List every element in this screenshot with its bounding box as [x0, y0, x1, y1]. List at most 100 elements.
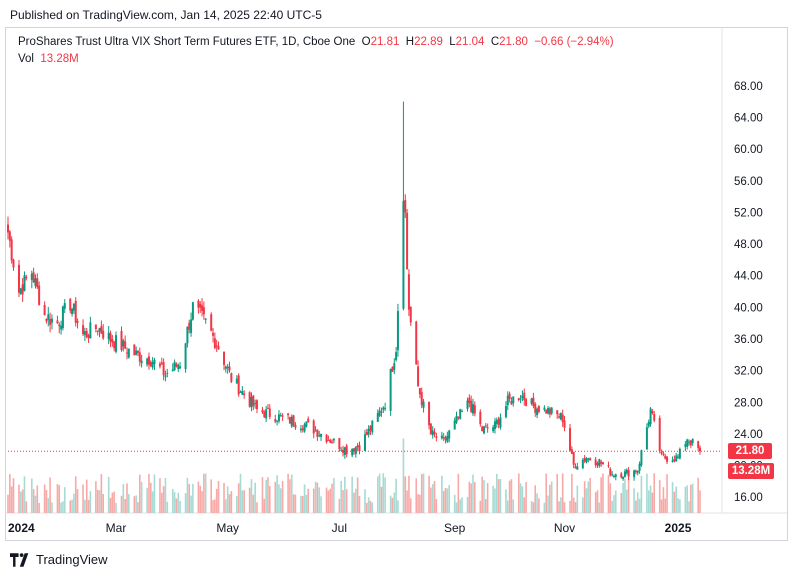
volume-bar: [611, 501, 613, 513]
y-tick-label: 32.00: [734, 366, 763, 378]
volume-bar: [431, 484, 434, 513]
volume-bar: [627, 478, 630, 513]
volume-bar: [345, 489, 348, 513]
volume-bar: [406, 490, 408, 513]
candle-body: [288, 417, 291, 424]
volume-bar: [409, 498, 412, 513]
volume-bar: [95, 481, 97, 513]
volume-bar: [483, 479, 485, 513]
candle-body: [177, 365, 180, 369]
volume-bar: [512, 499, 515, 513]
volume-bar: [228, 494, 231, 513]
candle-body: [466, 400, 469, 409]
candle-body: [563, 420, 566, 428]
close-label: C: [490, 36, 500, 48]
footer-brand[interactable]: TradingView: [10, 552, 108, 567]
candle-body: [342, 449, 345, 453]
volume-bar: [325, 487, 328, 513]
volume-bar: [583, 481, 586, 513]
volume-bar: [600, 477, 602, 513]
volume-bar: [166, 501, 169, 513]
candle-body: [173, 361, 176, 371]
x-tick-label: 2025: [665, 521, 692, 535]
volume-bar: [307, 488, 310, 513]
volume-bar: [23, 476, 26, 513]
candle-body: [17, 264, 20, 293]
candle-body: [71, 308, 74, 315]
candle-body: [329, 439, 332, 443]
volume-label: Vol: [18, 53, 34, 65]
volume-value: 13.28M: [40, 53, 79, 65]
volume-bar: [56, 484, 59, 513]
y-tick-label: 68.00: [734, 81, 763, 93]
volume-bar: [312, 488, 315, 513]
candle-body: [94, 324, 97, 330]
x-tick-label: Sep: [444, 521, 466, 535]
volume-bar: [494, 488, 496, 513]
candle-body: [217, 346, 220, 350]
candle-body: [506, 395, 509, 406]
candle-body: [332, 438, 335, 441]
volume-bar: [279, 488, 282, 513]
candle-body: [678, 448, 681, 459]
candle-body: [268, 408, 271, 418]
candle-body: [191, 302, 194, 320]
volume-bar: [684, 486, 687, 513]
volume-bar: [622, 483, 624, 513]
volume-bar: [486, 483, 489, 513]
volume-bar: [625, 489, 628, 513]
volume-bar: [214, 499, 216, 513]
y-tick-label: 52.00: [734, 207, 763, 219]
candle-body: [453, 420, 456, 430]
volume-bar: [62, 501, 64, 513]
candle-body: [166, 373, 169, 375]
candle-body: [645, 427, 648, 450]
volume-bar: [582, 497, 584, 513]
candle-body: [525, 399, 528, 406]
candle-body: [56, 320, 59, 324]
volume-bar: [89, 491, 92, 513]
volume-bar: [474, 482, 476, 513]
candle-body: [574, 466, 577, 469]
candle-body: [396, 311, 399, 351]
candle-body: [135, 350, 138, 355]
candle-body: [354, 447, 357, 455]
volume-bar: [210, 479, 213, 513]
volume-bar: [353, 492, 355, 513]
volume-bar: [124, 498, 126, 513]
candle-body: [556, 410, 559, 415]
volume-bar: [186, 477, 189, 513]
volume-bar: [446, 488, 449, 513]
candle-body: [389, 368, 392, 411]
volume-bar: [120, 495, 123, 513]
candle-body: [188, 322, 191, 330]
volume-bar: [128, 494, 130, 513]
candle-body: [572, 451, 575, 465]
candle-body: [243, 393, 246, 396]
volume-bar: [355, 488, 357, 513]
candle-body: [611, 474, 614, 476]
candle-body: [442, 437, 445, 439]
volume-bar: [82, 484, 84, 513]
volume-bar: [420, 474, 423, 513]
candle-body: [596, 462, 599, 466]
volume-bar: [226, 486, 229, 513]
candle-body: [486, 427, 489, 429]
candle-body: [340, 449, 343, 451]
candle-body: [353, 448, 355, 452]
volume-bar: [96, 489, 99, 513]
volume-bar: [666, 474, 668, 513]
volume-bar: [378, 473, 381, 513]
candle-body: [651, 410, 654, 414]
volume-bar: [563, 502, 566, 513]
volume-bar: [329, 488, 332, 513]
y-tick-label: 56.00: [734, 176, 763, 188]
volume-bar: [351, 476, 353, 513]
volume-bar: [338, 498, 341, 513]
volume-bar: [230, 491, 233, 513]
y-tick-label: 36.00: [734, 334, 763, 346]
volume-bar: [576, 485, 579, 513]
volume-bar: [433, 481, 436, 513]
volume-bar: [184, 493, 187, 513]
